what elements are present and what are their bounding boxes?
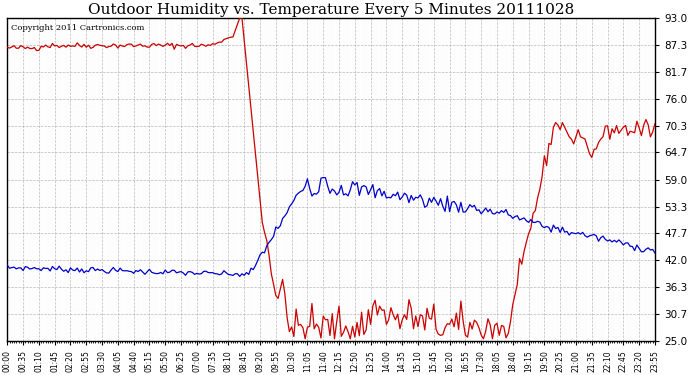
Text: Copyright 2011 Cartronics.com: Copyright 2011 Cartronics.com [10, 24, 144, 32]
Title: Outdoor Humidity vs. Temperature Every 5 Minutes 20111028: Outdoor Humidity vs. Temperature Every 5… [88, 3, 574, 17]
